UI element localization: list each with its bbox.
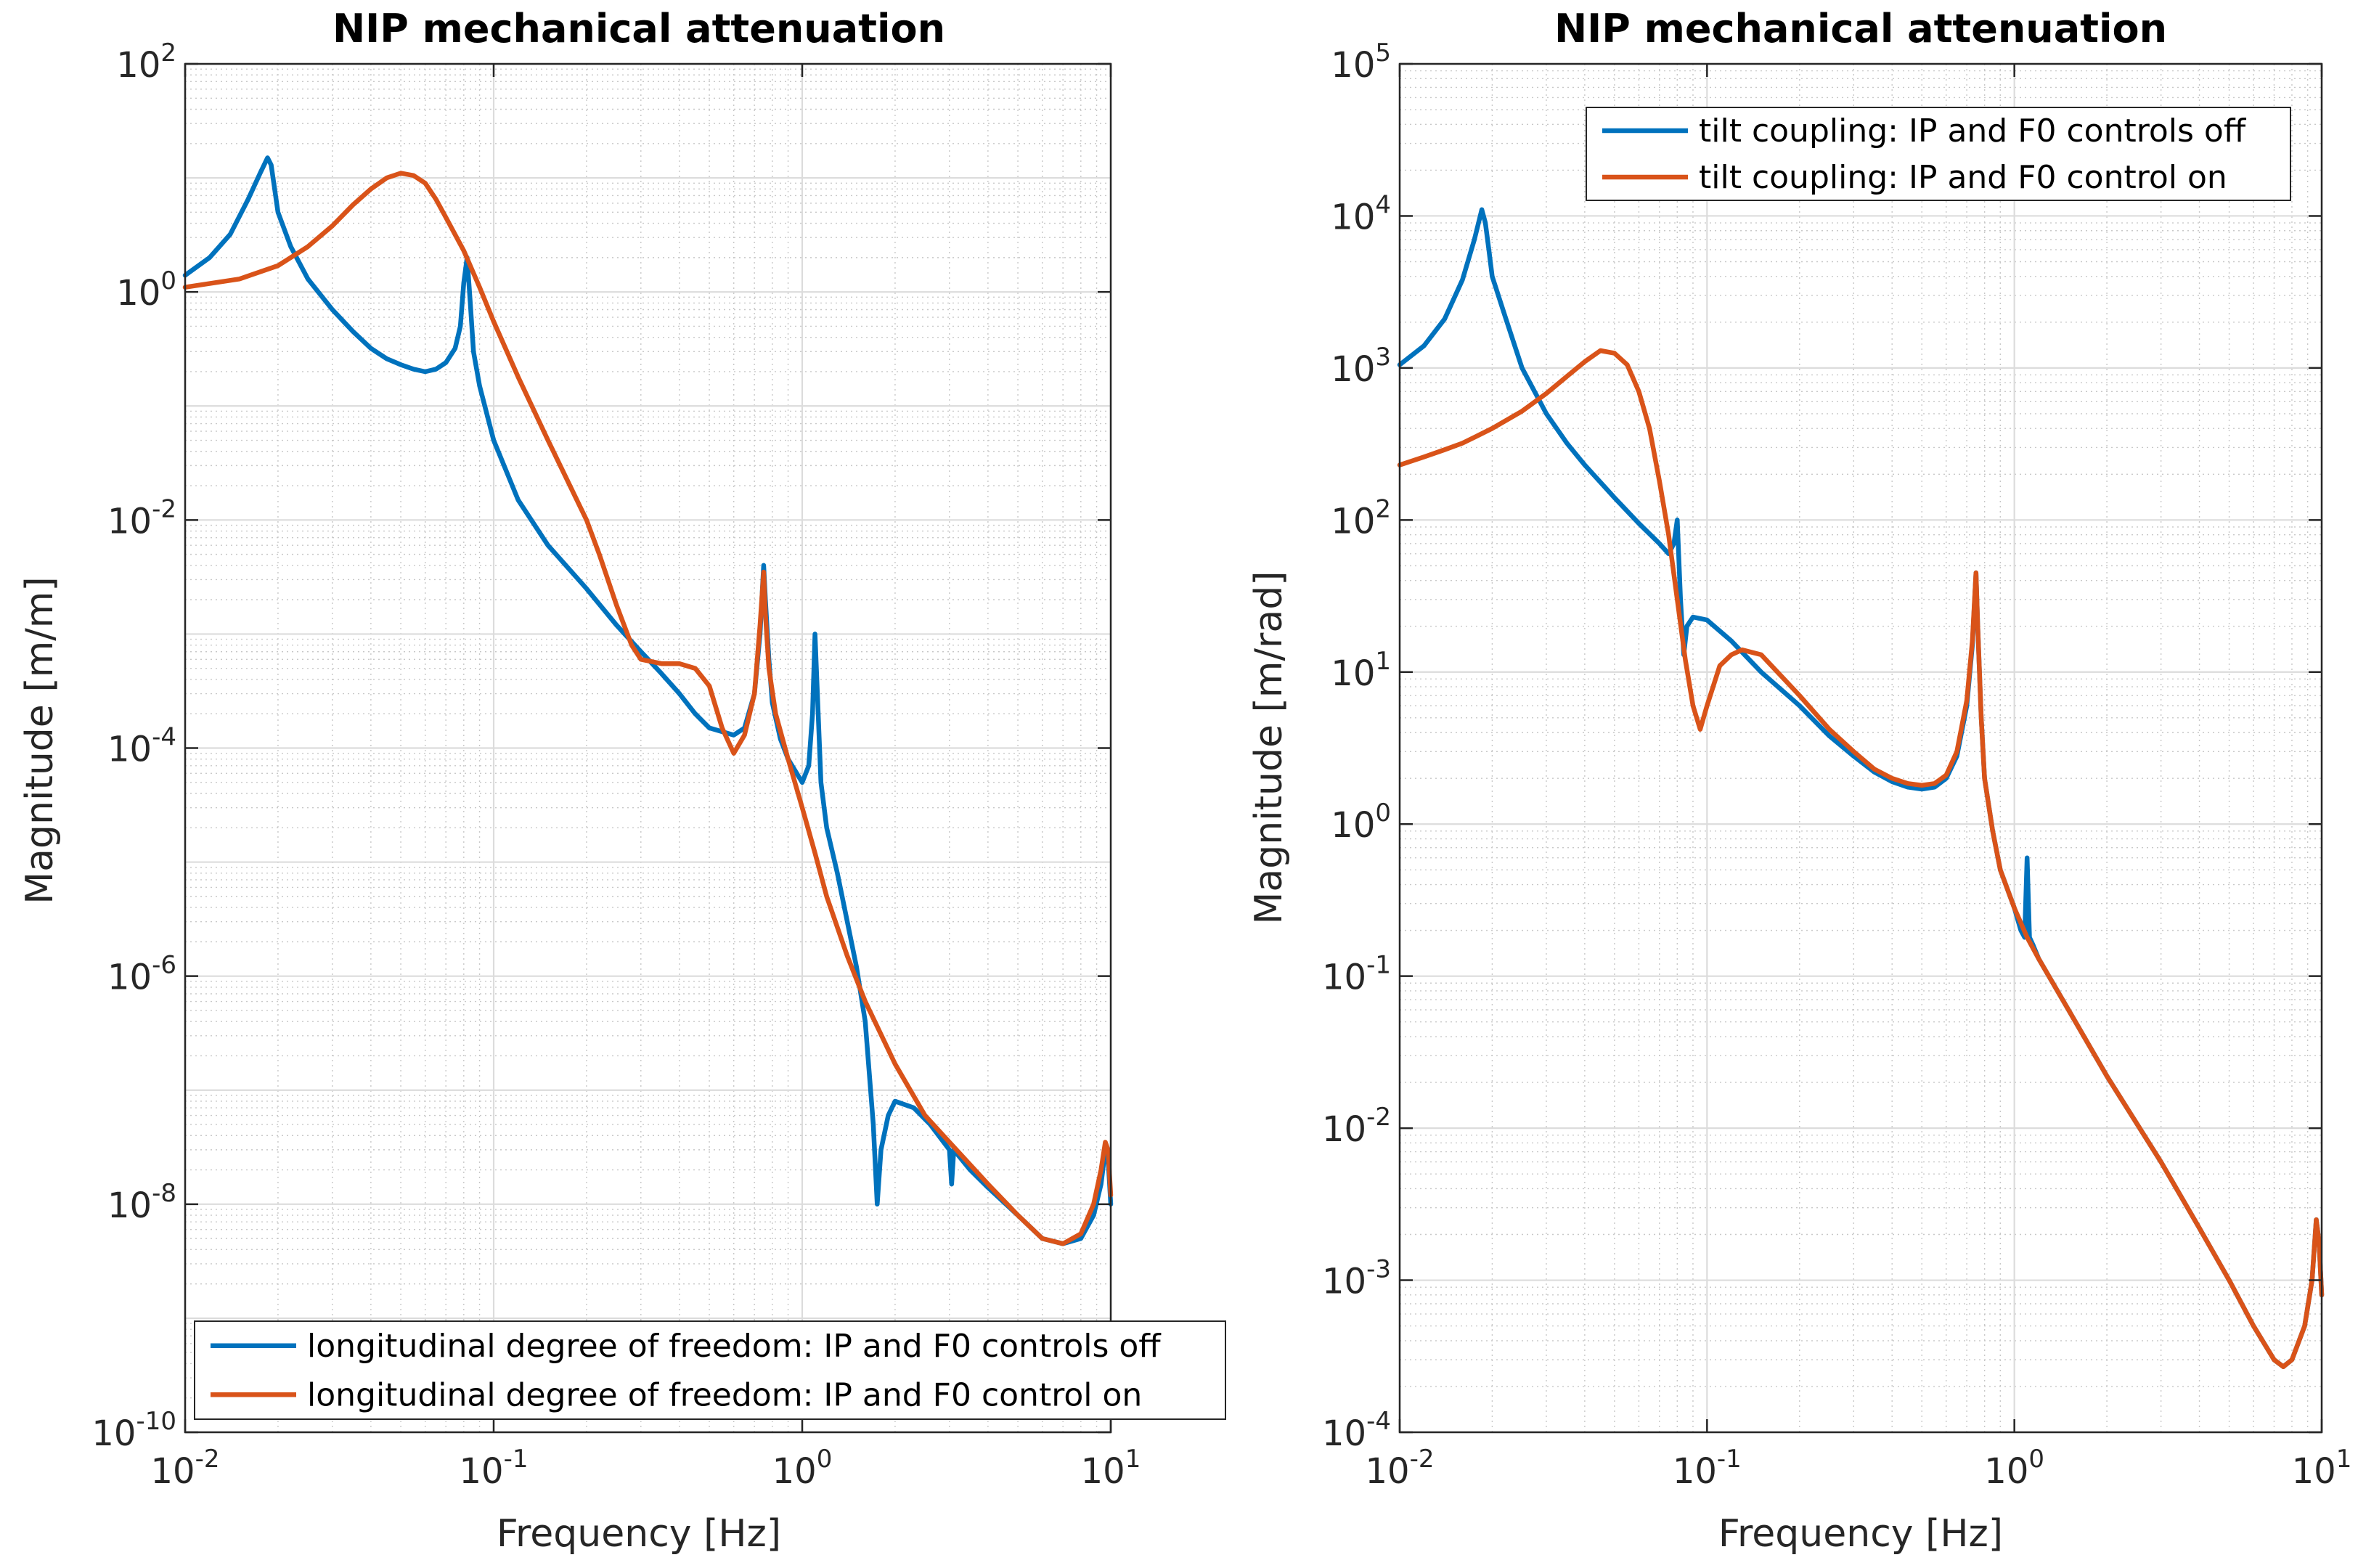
left-chart: NIP mechanical attenuation Frequency [Hz…: [18, 6, 1226, 1556]
left-y-tick-label: 10-6: [107, 951, 176, 998]
left-series-line-1: [182, 171, 1114, 1246]
left-y-tick-label: 102: [116, 38, 176, 86]
right-y-tick-label: 10-4: [1322, 1407, 1391, 1454]
right-y-tick-label: 10-2: [1322, 1103, 1391, 1150]
right-y-tick-label: 105: [1331, 38, 1391, 86]
left-y-tick-label: 10-8: [107, 1179, 176, 1226]
right-y-tick-label: 10-1: [1322, 951, 1391, 998]
right-y-tick-label: 100: [1331, 799, 1391, 846]
left-y-tick-label: 10-10: [91, 1407, 176, 1454]
left-legend-label-0: longitudinal degree of freedom: IP and F…: [307, 1328, 1162, 1365]
left-x-tick-label: 100: [772, 1445, 833, 1492]
right-legend-label-1: tilt coupling: IP and F0 control on: [1699, 159, 2227, 196]
left-chart-xlabel: Frequency [Hz]: [497, 1512, 781, 1556]
left-y-tick-label: 100: [116, 266, 176, 314]
left-legend-label-1: longitudinal degree of freedom: IP and F…: [307, 1376, 1142, 1413]
right-chart-xlabel: Frequency [Hz]: [1718, 1512, 2003, 1556]
left-chart-title: NIP mechanical attenuation: [333, 6, 945, 52]
left-y-tick-label: 10-2: [107, 494, 176, 542]
right-x-tick-label: 100: [1984, 1445, 2044, 1492]
right-legend-box: [1586, 107, 2291, 201]
right-chart-ylabel: Magnitude [m/rad]: [1247, 571, 1291, 924]
right-plot-frame: [1398, 62, 2323, 1434]
right-y-tick-label: 104: [1331, 190, 1391, 237]
right-y-tick-label: 10-3: [1322, 1255, 1391, 1302]
left-x-tick-label: 101: [1081, 1445, 1141, 1492]
right-y-tick-label: 101: [1331, 647, 1391, 694]
left-chart-legend: longitudinal degree of freedom: IP and F…: [194, 1320, 1226, 1420]
left-y-tick-label: 10-4: [107, 723, 176, 770]
right-y-tick-label: 102: [1331, 494, 1391, 542]
right-chart-title: NIP mechanical attenuation: [1554, 6, 2167, 52]
left-x-tick-label: 10-1: [460, 1445, 529, 1492]
right-y-tick-label: 103: [1331, 343, 1391, 390]
right-x-tick-label: 101: [2292, 1445, 2352, 1492]
right-series-line-1: [1397, 348, 2325, 1369]
left-chart-ylabel: Magnitude [m/m]: [18, 576, 62, 904]
right-chart: NIP mechanical attenuation Frequency [Hz…: [1247, 6, 2351, 1556]
right-x-tick-label: 10-2: [1366, 1445, 1435, 1492]
right-chart-legend: tilt coupling: IP and F0 controls off til…: [1586, 107, 2291, 201]
left-legend-box: [194, 1320, 1226, 1420]
left-x-tick-label: 10-2: [151, 1445, 220, 1492]
right-x-tick-label: 10-1: [1673, 1445, 1742, 1492]
right-legend-label-0: tilt coupling: IP and F0 controls off: [1699, 113, 2247, 150]
